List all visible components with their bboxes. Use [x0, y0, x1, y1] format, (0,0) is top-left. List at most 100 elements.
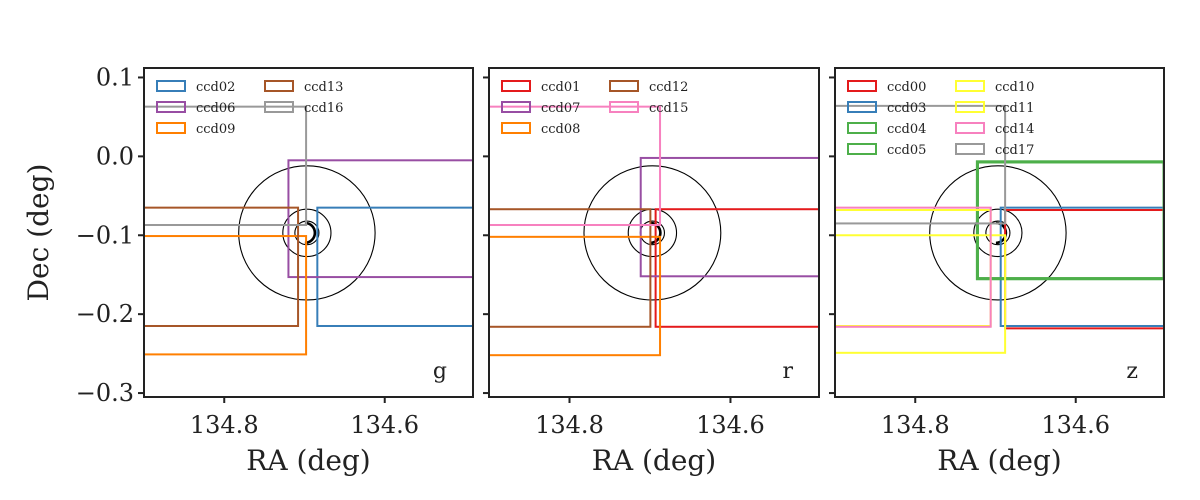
legend-label: ccd02	[196, 80, 235, 95]
band-label: z	[1126, 359, 1138, 384]
panel-r: 134.8 134.6 RA (deg) r ccd01 ccd07 ccd08 ccd12 c…	[483, 67, 820, 477]
legend-swatch	[955, 101, 985, 113]
legend-item-ccd16: ccd16	[264, 101, 343, 116]
x-tick-label: 134.8	[535, 411, 604, 439]
x-axis-label: RA (deg)	[937, 444, 1061, 477]
legend-swatch	[156, 101, 186, 113]
ccd-footprint-ccd09	[144, 235, 308, 356]
legend-item-ccd10: ccd10	[955, 80, 1034, 95]
y-tick-label: −0.2	[76, 300, 134, 328]
legend-swatch	[609, 80, 639, 92]
legend-label: ccd04	[887, 122, 926, 137]
ccd-footprint-ccd15	[489, 105, 662, 227]
x-tick-label: 134.6	[1041, 411, 1110, 439]
band-label: r	[782, 359, 793, 384]
legend-swatch	[955, 80, 985, 92]
panel-z: 134.8 134.6 RA (deg) z ccd00 ccd03 ccd04 ccd05 c…	[829, 67, 1165, 477]
legend-item-ccd08: ccd08	[501, 122, 580, 137]
legend-item-ccd07: ccd07	[501, 101, 580, 116]
legend-label: ccd07	[541, 101, 580, 116]
target-circle-2	[627, 208, 678, 258]
ccd-footprint-ccd05	[975, 160, 1164, 281]
plot-area	[489, 105, 819, 357]
legend-item-ccd15: ccd15	[609, 101, 688, 116]
legend-swatch	[847, 122, 877, 134]
ccd-footprint-ccd01	[654, 208, 819, 328]
legend-swatch	[501, 80, 531, 92]
x-axis-label: RA (deg)	[592, 444, 716, 477]
ccd-footprint-ccd03	[999, 206, 1164, 327]
ccd-footprint-ccd13	[144, 206, 300, 327]
legend-swatch	[264, 80, 294, 92]
legend-item-ccd04: ccd04	[847, 122, 926, 137]
panel-frame	[143, 67, 474, 398]
panel-frame	[834, 67, 1165, 398]
legend-label: ccd10	[995, 80, 1034, 95]
y-tick-label: 0.0	[96, 142, 134, 170]
panel-g: 0.1 0.0 −0.1 −0.2 −0.3 134.8 134.6 RA (deg) Dec …	[22, 63, 474, 477]
target-circle-3	[583, 165, 722, 301]
legend-swatch	[501, 101, 531, 113]
target-circle-3	[929, 165, 1067, 301]
legend-label: ccd16	[304, 101, 343, 116]
x-tick-label: 134.6	[696, 411, 765, 439]
legend-item-ccd12: ccd12	[609, 80, 688, 95]
legend-swatch	[609, 101, 639, 113]
ccd-footprint-ccd16	[144, 105, 308, 227]
band-label: g	[433, 359, 447, 384]
legend-label: ccd17	[995, 143, 1034, 158]
legend-label: ccd12	[649, 80, 688, 95]
legend-label: ccd11	[995, 101, 1034, 116]
y-axis-label: Dec (deg)	[22, 164, 55, 302]
legend-item-ccd06: ccd06	[156, 101, 235, 116]
plot-area	[144, 105, 473, 356]
ccd-footprint-ccd02	[316, 206, 473, 327]
plot-area	[835, 104, 1164, 354]
target-center-arc	[650, 221, 662, 245]
ccd-footprint-ccd12	[489, 208, 652, 328]
target-circle-1	[985, 220, 1011, 246]
legend-item-ccd03: ccd03	[847, 101, 926, 116]
target-center-arc	[304, 221, 317, 245]
legend-label: ccd01	[541, 80, 580, 95]
ccd-footprint-ccd07	[639, 156, 819, 278]
x-axis-label: RA (deg)	[246, 444, 370, 477]
ccd-footprint-ccd11	[835, 209, 992, 327]
ccd-footprint-ccd14	[835, 206, 992, 328]
legend-item-ccd00: ccd00	[847, 80, 926, 95]
legend-label: ccd15	[649, 101, 688, 116]
legend-label: ccd03	[887, 101, 926, 116]
legend-label: ccd00	[887, 80, 926, 95]
legend-label: ccd09	[196, 122, 235, 137]
panel-frame	[488, 67, 820, 398]
legend-swatch	[847, 80, 877, 92]
ccd-footprint-ccd00	[1004, 209, 1164, 330]
legend-label: ccd05	[887, 143, 926, 158]
legend-label: ccd08	[541, 122, 580, 137]
legend-swatch	[847, 101, 877, 113]
legend-item-ccd13: ccd13	[264, 80, 343, 95]
legend-swatch	[264, 101, 294, 113]
x-tick-label: 134.8	[190, 411, 259, 439]
legend-item-ccd09: ccd09	[156, 122, 235, 137]
legend-swatch	[955, 143, 985, 155]
x-tick-label: 134.6	[350, 411, 419, 439]
legend-item-ccd02: ccd02	[156, 80, 235, 95]
legend-swatch	[847, 143, 877, 155]
legend-item-ccd05: ccd05	[847, 143, 926, 158]
legend-label: ccd06	[196, 101, 235, 116]
legend-swatch	[501, 122, 531, 134]
target-circle-2	[973, 208, 1023, 258]
legend-item-ccd14: ccd14	[955, 122, 1034, 137]
y-tick-label: 0.1	[96, 63, 134, 91]
ccd-footprint-ccd06	[287, 159, 473, 279]
y-tick-label: −0.3	[76, 379, 134, 407]
legend-item-ccd01: ccd01	[501, 80, 580, 95]
legend-label: ccd14	[995, 122, 1034, 137]
ccd-footprint-ccd08	[489, 235, 662, 357]
legend-item-ccd11: ccd11	[955, 101, 1034, 116]
ccd-footprint-ccd10	[835, 234, 1007, 354]
legend-item-ccd17: ccd17	[955, 143, 1034, 158]
ccd-footprint-ccd17	[835, 104, 1007, 225]
